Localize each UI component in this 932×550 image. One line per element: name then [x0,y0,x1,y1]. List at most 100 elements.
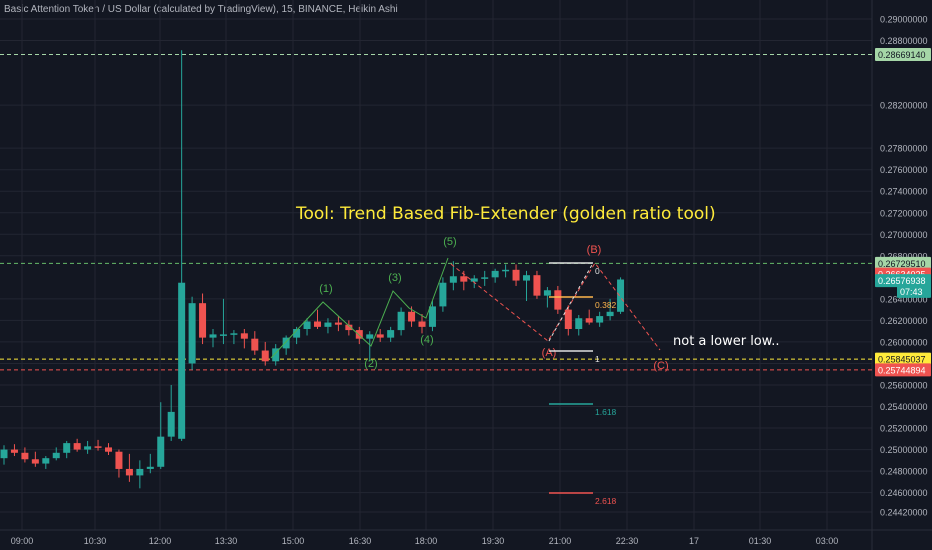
candle-body [115,451,123,469]
time-tick-label: 16:30 [349,536,372,546]
candle-body [428,306,436,327]
candle-body [84,446,92,450]
price-tick-label: 0.25200000 [880,424,928,434]
candle-body [21,452,29,460]
candle-body [366,334,374,339]
price-tick-label: 0.27200000 [880,208,928,218]
wave-label: (2) [364,358,377,370]
time-tick-label: 10:30 [84,536,107,546]
candle-body [282,337,290,349]
wave-label: (5) [443,236,456,248]
price-badge [875,363,931,377]
candle-body [157,436,165,467]
candle-body [481,277,489,279]
time-tick-label: 19:30 [482,536,505,546]
candle-body [543,290,551,296]
price-tick-label: 0.28200000 [880,101,928,111]
price-badge-label: 0.25845037 [878,355,926,365]
price-tick-label: 0.27000000 [880,230,928,240]
price-badge-label: 0.26729510 [878,259,926,269]
wave-label: (3) [388,272,401,284]
candle-body [105,447,112,452]
price-badge-label: 0.26576938 [878,276,926,286]
candle-body [42,458,50,464]
price-tick-label: 0.27400000 [880,187,928,197]
price-badge [875,352,931,366]
candle-body [575,318,583,330]
candle-body [31,459,39,464]
price-tick-label: 0.29000000 [880,15,928,25]
price-tick-label: 0.25400000 [880,402,928,412]
wave-label-a: (A) [542,347,557,359]
price-tick-label: 0.25600000 [880,380,928,390]
candle-body [188,303,196,364]
fib-level-label: 1 [595,354,600,364]
candle-body [314,321,321,327]
candle-body [491,270,499,278]
price-tick-label: 0.24600000 [880,488,928,498]
price-tick-label: 0.24420000 [880,508,928,518]
price-tick-label: 0.26200000 [880,316,928,326]
time-tick-label: 01:30 [749,536,772,546]
candle-body [345,324,353,331]
time-tick-label: 13:30 [215,536,238,546]
wave-label: (1) [319,283,332,295]
candle-body [209,334,217,338]
wave-label-b: (B) [587,244,602,256]
time-tick-label: 18:00 [415,536,438,546]
candle-body [460,276,468,282]
fib-level-label: 0 [595,266,600,276]
candle-body [272,348,280,362]
time-tick-label: 17 [689,536,699,546]
candle-body [293,329,301,338]
chart-title: Basic Attention Token / US Dollar (calcu… [4,4,398,15]
candle-body [125,468,133,476]
price-badge [875,48,931,62]
candle-body [10,449,18,453]
candle-body [63,443,71,453]
candle-body [585,318,593,323]
candle-body [617,279,625,312]
price-badge-label: 07:43 [900,287,923,297]
price-tick-label: 0.28800000 [880,36,928,46]
candle-body [178,282,186,439]
candle-body [230,333,238,335]
fib-level-label: 0.382 [595,300,617,310]
price-tick-label: 0.26800000 [880,251,928,261]
candle-body [439,282,447,307]
candle-body [146,466,154,469]
candle-body [418,321,426,327]
annotation-note: not a lower low.. [673,334,779,349]
price-badge [875,256,931,270]
time-tick-label: 03:00 [816,536,839,546]
corrective-wave-path [450,262,661,351]
candle-body [261,350,269,362]
candle-body [251,338,259,351]
price-tick-label: 0.24800000 [880,467,928,477]
candle-body [397,311,405,331]
candle-body [324,322,332,327]
candle-body [219,334,227,336]
candle-body [606,311,614,317]
candle-body [449,276,457,283]
candle-body [136,468,144,476]
candle-body [387,330,395,338]
impulse-wave-path [270,257,449,359]
candle-body [334,322,342,325]
candle-body [564,309,572,330]
candle-body [199,303,207,338]
time-tick-label: 09:00 [11,536,34,546]
price-tick-label: 0.26000000 [880,337,928,347]
candle-body [502,269,510,272]
candle-body [523,275,530,281]
fib-level-label: 1.618 [595,407,617,417]
time-tick-label: 22:30 [616,536,639,546]
price-badge-label: 0.25744894 [878,365,926,375]
price-tick-label: 0.27800000 [880,144,928,154]
candle-body [94,446,102,448]
price-tick-label: 0.27600000 [880,165,928,175]
candle-body [554,290,562,310]
fib-level-label: 2.618 [595,496,617,506]
candle-body [355,330,363,339]
